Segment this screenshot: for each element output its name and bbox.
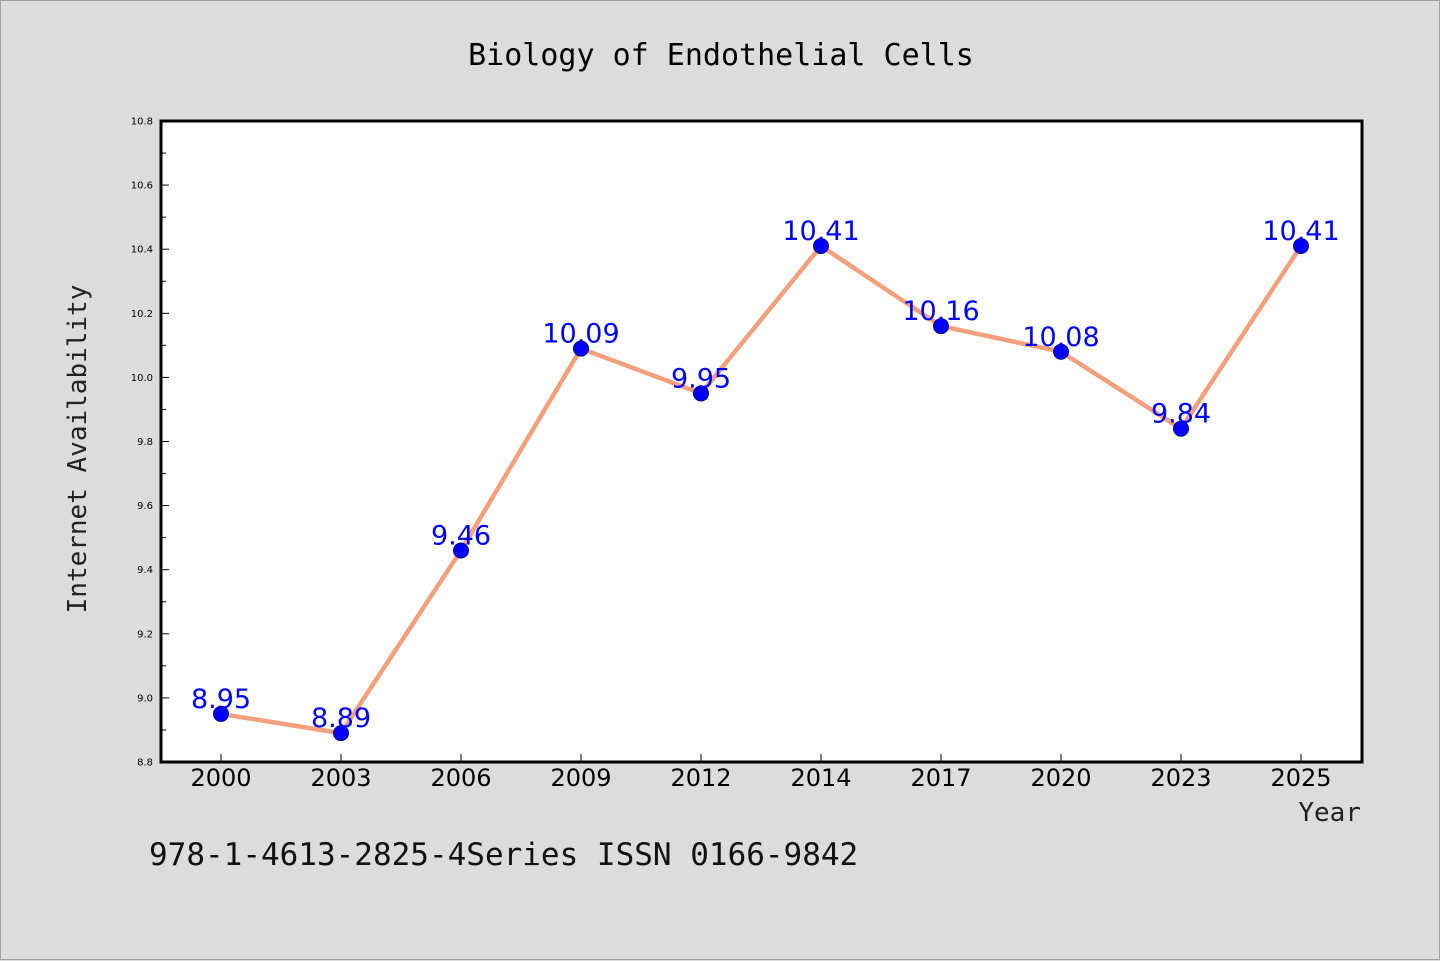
x-tick-label: 2014 [790, 764, 851, 792]
data-markers [213, 237, 1309, 742]
data-point-2025 [1293, 237, 1309, 254]
x-tick-label: 2003 [310, 764, 371, 792]
x-tick-label: 2025 [1270, 764, 1331, 792]
plot-area [161, 121, 1362, 762]
y-tick-label: 10.2 [131, 309, 153, 320]
data-point-2023 [1173, 420, 1189, 437]
data-label-2014: 10.41 [782, 216, 859, 247]
series-line [218, 243, 1304, 736]
data-point-2003 [333, 725, 349, 742]
data-label-2003: 8.89 [311, 703, 371, 734]
data-label-2009: 10.09 [542, 319, 619, 350]
x-tick-label: 2020 [1030, 764, 1091, 792]
y-tick-label: 10.8 [131, 117, 153, 128]
y-axis-label: Internet Availability [63, 285, 93, 614]
data-label-2017: 10.16 [902, 296, 979, 327]
data-point-2017 [933, 318, 949, 335]
data-point-2000 [213, 705, 229, 722]
y-tick-label: 9.8 [137, 437, 153, 448]
y-tick-label: 9.2 [137, 629, 153, 640]
plot-frame [159, 119, 1364, 764]
series-line-group [218, 243, 1304, 736]
chart-title: Biology of Endothelial Cells [468, 38, 974, 73]
y-tick-label: 10.4 [131, 245, 153, 256]
x-tick-label: 2006 [430, 764, 491, 792]
data-point-2009 [573, 340, 589, 357]
x-axis: 2000 2003 2006 2009 2012 2014 2017 2020 2023 2025 [190, 754, 1332, 792]
data-label-2012: 9.95 [671, 363, 731, 394]
y-tick-label: 8.8 [137, 758, 153, 769]
x-tick-label: 2023 [1150, 764, 1211, 792]
y-axis: 8.8 9.0 9.2 9.4 9.6 9.8 10.0 10.2 10.4 10.6 10.8 [131, 117, 169, 769]
isbn-footer: 978-1-4613-2825-4Series ISSN 0166-9842 [149, 837, 858, 873]
data-labels: 8.95 8.89 9.46 10.09 9.95 10.41 10.16 10.08 9.84… [191, 216, 1340, 734]
data-point-2012 [693, 385, 709, 402]
data-label-2006: 9.46 [431, 520, 491, 551]
x-tick-label: 2017 [910, 764, 971, 792]
x-tick-label: 2009 [550, 764, 611, 792]
y-tick-label: 9.0 [137, 693, 153, 704]
x-tick-label: 2012 [670, 764, 731, 792]
data-label-2023: 9.84 [1151, 399, 1211, 430]
data-point-2006 [453, 542, 469, 559]
y-tick-label: 10.6 [131, 181, 153, 192]
y-tick-label: 9.6 [137, 501, 153, 512]
data-point-2014 [813, 237, 829, 254]
x-axis-label: Year [1298, 798, 1361, 828]
y-tick-label: 9.4 [137, 565, 153, 576]
data-label-2000: 8.95 [191, 684, 251, 715]
x-tick-label: 2000 [190, 764, 251, 792]
data-point-2020 [1053, 343, 1069, 360]
data-label-2020: 10.08 [1022, 322, 1099, 353]
y-tick-label: 10.0 [131, 373, 153, 384]
data-label-2025: 10.41 [1262, 216, 1339, 247]
